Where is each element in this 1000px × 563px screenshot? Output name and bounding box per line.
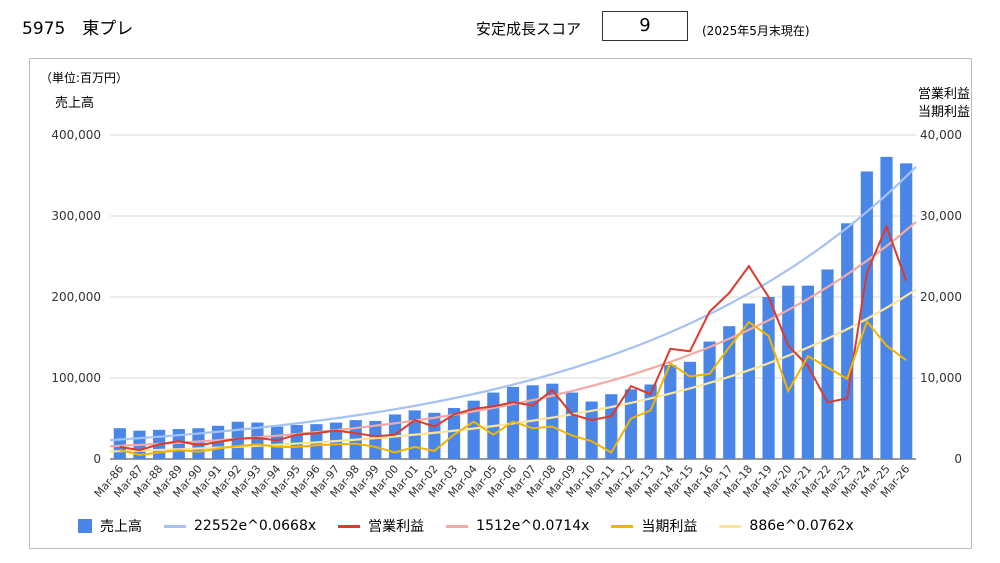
bar-Mar-09 xyxy=(565,392,579,459)
right-tick-label: 30,000 xyxy=(920,209,962,223)
left-tick-label: 200,000 xyxy=(51,290,101,304)
legend-swatch xyxy=(78,519,92,533)
legend-item: 当期利益 xyxy=(611,516,697,536)
score-label: 安定成長スコア xyxy=(476,20,582,38)
legend: 売上高 22552e^0.0668x 営業利益 1512e^0.0714x 当期利益 88… xyxy=(78,516,876,536)
bar-Mar-20 xyxy=(782,285,795,459)
legend-label: 22552e^0.0668x xyxy=(194,518,317,534)
left-tick-label: 100,000 xyxy=(51,371,101,385)
bar-Mar-26 xyxy=(900,163,913,459)
bar-Mar-04 xyxy=(467,400,480,459)
bar-Mar-13 xyxy=(644,384,657,459)
legend-swatch xyxy=(719,524,742,528)
left-tick-label: 300,000 xyxy=(51,209,101,223)
legend-label: 当期利益 xyxy=(641,519,698,535)
trendline-22552e^0.0668x xyxy=(109,166,917,442)
score-value-box: 9 xyxy=(602,11,688,41)
bar-Mar-16 xyxy=(703,341,716,459)
bar-Mar-95 xyxy=(290,424,303,459)
legend-swatch xyxy=(338,524,361,528)
bar-Mar-89 xyxy=(172,429,185,459)
legend-item: 22552e^0.0668x xyxy=(164,518,316,534)
left-tick-label: 0 xyxy=(93,452,101,466)
line-当期利益 xyxy=(119,319,907,456)
chart-frame xyxy=(29,58,972,549)
left-tick-label: 400,000 xyxy=(51,128,101,142)
bar-Mar-99 xyxy=(369,420,382,459)
right-axis-label-net: 当期利益 xyxy=(917,105,970,120)
unit-label: （単位:百万円） xyxy=(40,71,129,85)
legend-label: 886e^0.0762x xyxy=(749,518,854,534)
legend-label: 営業利益 xyxy=(368,519,425,535)
bar-Mar-17 xyxy=(723,326,736,459)
legend-label: 売上高 xyxy=(100,519,142,535)
bar-Mar-19 xyxy=(762,297,775,459)
bar-Mar-03 xyxy=(447,407,461,459)
right-tick-label: 20,000 xyxy=(920,290,962,304)
bar-Mar-21 xyxy=(801,285,814,459)
bar-Mar-15 xyxy=(683,361,697,459)
bar-Mar-10 xyxy=(585,401,598,459)
line-営業利益 xyxy=(119,223,908,452)
legend-item: 1512e^0.0714x xyxy=(446,518,589,534)
bar-Mar-22 xyxy=(821,269,834,459)
legend-item: 売上高 xyxy=(78,516,142,536)
legend-swatch xyxy=(446,524,469,528)
bar-Mar-14 xyxy=(664,365,677,459)
legend-label: 1512e^0.0714x xyxy=(476,518,590,534)
bar-Mar-24 xyxy=(860,171,873,459)
legend-item: 886e^0.0762x xyxy=(719,518,854,534)
date-note: (2025年5月末現在) xyxy=(702,24,810,38)
bar-Mar-08 xyxy=(546,383,559,459)
bar-Mar-86 xyxy=(113,428,126,459)
right-tick-label: 0 xyxy=(954,452,962,466)
bar-Mar-94 xyxy=(271,426,284,459)
bar-Mar-18 xyxy=(742,303,755,459)
right-tick-label: 40,000 xyxy=(920,128,962,142)
legend-swatch xyxy=(611,524,634,528)
legend-item: 営業利益 xyxy=(338,516,424,536)
bar-Mar-93 xyxy=(251,422,264,459)
right-tick-label: 10,000 xyxy=(920,371,962,385)
legend-swatch xyxy=(164,524,186,528)
bar-Mar-23 xyxy=(841,223,854,459)
right-axis-label-operating: 営業利益 xyxy=(917,87,970,102)
left-axis-label: 売上高 xyxy=(55,96,95,111)
company-code-name: 5975 東プレ xyxy=(22,19,134,39)
bar-Mar-02 xyxy=(428,412,441,459)
bar-Mar-12 xyxy=(624,389,638,459)
